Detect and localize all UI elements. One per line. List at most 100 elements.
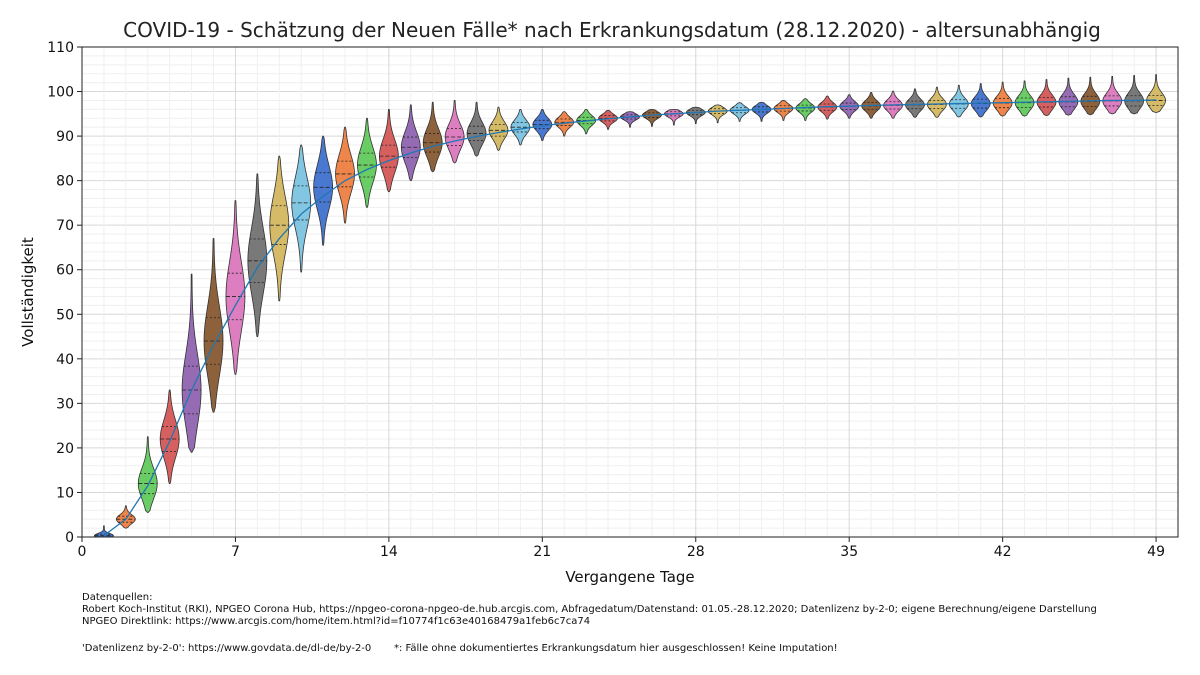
- sources-title: Datenquellen:: [82, 592, 153, 603]
- violin-body: [554, 111, 575, 137]
- fit-line-layer: [103, 99, 1157, 537]
- violin-body: [948, 84, 969, 118]
- violin-day-25: [620, 111, 640, 128]
- grid: [82, 47, 1178, 537]
- violin-day-26: [642, 108, 662, 127]
- violin-body: [532, 108, 553, 141]
- x-tick-label: 21: [533, 544, 551, 560]
- violin-day-5: [181, 273, 202, 453]
- violin-body: [970, 83, 991, 118]
- violin-body: [685, 106, 706, 125]
- violin-day-16: [422, 101, 443, 173]
- violin-body: [247, 173, 268, 337]
- y-tick-label: 80: [56, 174, 74, 190]
- violin-body: [225, 200, 246, 375]
- violin-body: [1036, 79, 1057, 116]
- violin-day-6: [203, 238, 224, 413]
- x-axis-label: Vergangene Tage: [565, 568, 694, 586]
- violin-body: [1102, 76, 1123, 115]
- x-tick-label: 35: [840, 544, 858, 560]
- x-tick-label: 0: [78, 544, 87, 560]
- x-tick-label: 7: [231, 544, 240, 560]
- violin-day-9: [269, 155, 290, 302]
- y-tick-label: 70: [56, 218, 74, 234]
- violin-day-20: [510, 108, 531, 146]
- y-tick-label: 0: [65, 530, 74, 546]
- violin-day-29: [707, 104, 728, 124]
- violin-day-8: [247, 173, 268, 337]
- violin-body: [926, 86, 947, 118]
- violin-body: [598, 109, 618, 130]
- y-tick-label: 60: [56, 263, 74, 279]
- violin-day-27: [663, 108, 684, 126]
- violin-day-33: [795, 98, 816, 121]
- violin-body: [422, 101, 443, 173]
- violin-body: [269, 155, 290, 302]
- violin-day-47: [1102, 76, 1123, 115]
- violin-body: [400, 104, 421, 182]
- violin-body: [992, 81, 1013, 117]
- x-tick-label: 49: [1147, 544, 1165, 560]
- y-tick-label: 90: [56, 129, 74, 145]
- violin-body: [795, 98, 816, 121]
- violin-body: [1014, 80, 1035, 117]
- violin-day-43: [1014, 80, 1035, 117]
- violin-day-4: [159, 389, 180, 484]
- violin-day-42: [992, 81, 1013, 117]
- violin-day-44: [1036, 79, 1057, 116]
- y-tick-label: 110: [47, 40, 74, 56]
- violin-day-41: [970, 83, 991, 118]
- violin-body: [642, 108, 662, 127]
- footnote-text: *: Fälle ohne dokumentiertes Erkrankungs…: [394, 643, 838, 654]
- violin-body: [488, 106, 509, 151]
- y-tick-label: 40: [56, 352, 74, 368]
- violin-day-21: [532, 108, 553, 141]
- y-tick-label: 50: [56, 307, 74, 323]
- violin-body: [1146, 74, 1166, 113]
- violin-body: [1124, 75, 1145, 115]
- y-tick-label: 20: [56, 441, 74, 457]
- violin-body: [291, 144, 312, 273]
- violin-day-40: [948, 84, 969, 118]
- violin-day-10: [291, 144, 312, 273]
- violin-day-12: [335, 126, 355, 224]
- y-tick-label: 30: [56, 396, 74, 412]
- violin-day-49: [1146, 74, 1166, 113]
- violin-body: [773, 100, 794, 121]
- violin-day-11: [313, 135, 334, 246]
- violin-body: [313, 135, 334, 246]
- license-text: 'Datenlizenz by-2-0': https://www.govdat…: [82, 643, 372, 654]
- x-tick-label: 14: [380, 544, 398, 560]
- violin-body: [357, 117, 377, 208]
- violin-day-1: [94, 525, 114, 538]
- violin-body: [707, 104, 728, 124]
- y-tick-label: 10: [56, 485, 74, 501]
- sources-line-2: NPGEO Direktlink: https://www.arcgis.com…: [82, 616, 591, 627]
- sources-line-1: Robert Koch-Institut (RKI), NPGEO Corona…: [82, 604, 1097, 615]
- violin-day-32: [773, 100, 794, 121]
- violin-body: [576, 108, 597, 135]
- y-tick-label: 100: [47, 85, 74, 101]
- violin-body: [159, 389, 180, 484]
- violin-day-13: [357, 117, 377, 208]
- violin-body: [620, 111, 640, 128]
- violin-body: [1080, 76, 1101, 116]
- violin-body: [905, 88, 925, 118]
- y-axis-label: Vollständigkeit: [19, 237, 37, 347]
- violin-day-14: [378, 108, 399, 193]
- violin-body: [203, 238, 224, 413]
- violin-body: [378, 108, 399, 193]
- violin-day-15: [400, 104, 421, 182]
- violin-body: [335, 126, 355, 224]
- violin-day-7: [225, 200, 246, 375]
- violin-day-28: [685, 106, 706, 125]
- x-tick-label: 28: [687, 544, 705, 560]
- axes: 0 10 20 30 40 50 60 70 80 90 100 110 0 7 14 21 28 35 42 49: [47, 40, 1165, 560]
- violin-day-48: [1124, 75, 1145, 115]
- x-tick-label: 42: [994, 544, 1012, 560]
- violin-body: [181, 273, 202, 453]
- plot-frame: [81, 46, 1179, 538]
- violin-day-38: [905, 88, 925, 118]
- fit-line: [103, 99, 1157, 537]
